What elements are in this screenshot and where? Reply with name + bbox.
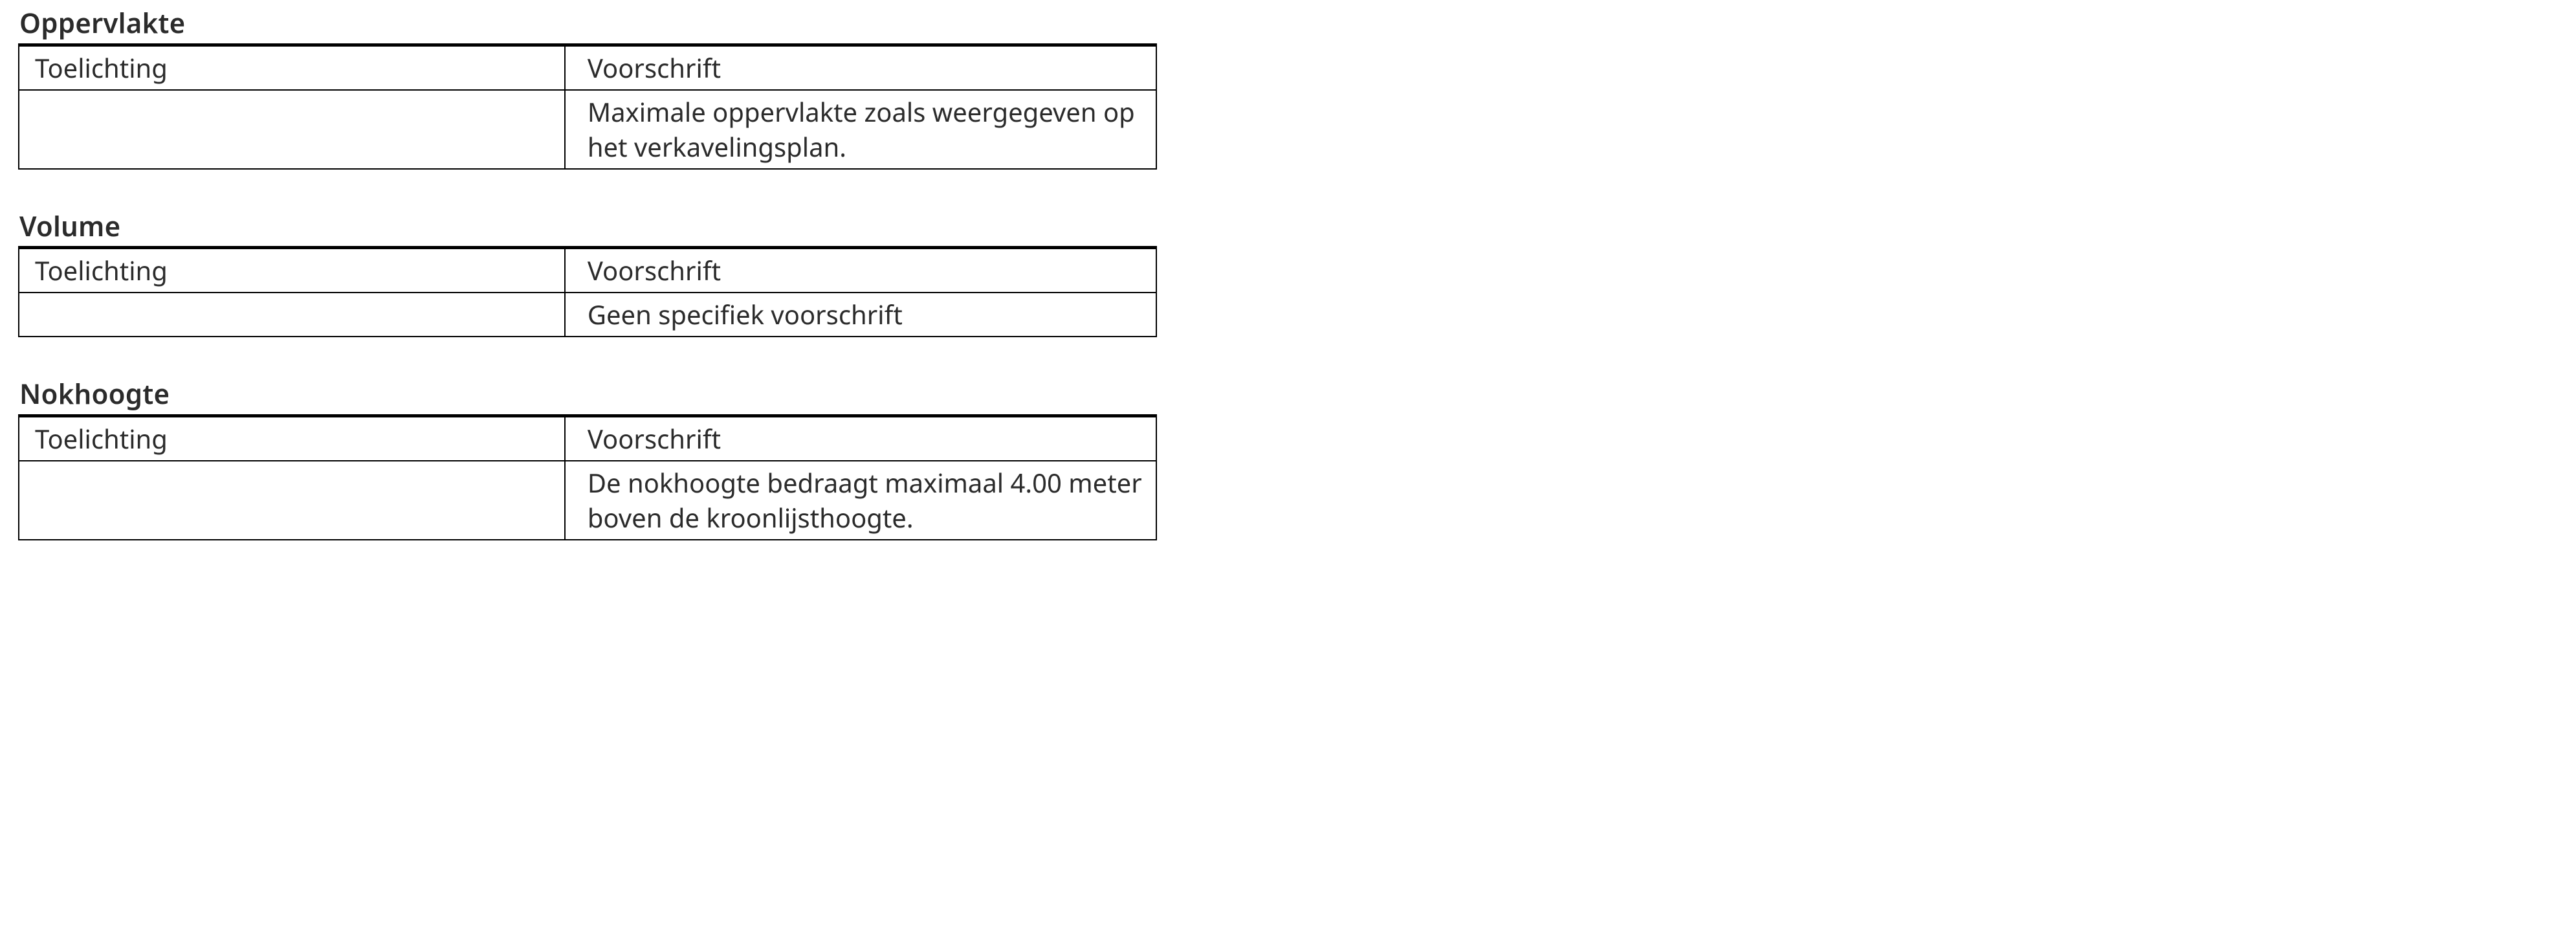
cell-voorschrift: De nokhoogte bedraagt maximaal 4.00 mete… <box>565 461 1156 540</box>
col-header-toelichting: Toelichting <box>19 248 565 293</box>
table-header-row: Toelichting Voorschrift <box>19 416 1156 461</box>
table-row: Maximale oppervlakte zoals weergegeven o… <box>19 90 1156 169</box>
table-header-row: Toelichting Voorschrift <box>19 248 1156 293</box>
cell-toelichting <box>19 90 565 169</box>
col-header-voorschrift: Voorschrift <box>565 416 1156 461</box>
section-volume: Volume Toelichting Voorschrift Geen spec… <box>18 208 1157 338</box>
col-header-voorschrift: Voorschrift <box>565 248 1156 293</box>
table-row: Geen specifiek voorschrift <box>19 293 1156 337</box>
col-header-toelichting: Toelichting <box>19 45 565 90</box>
rules-table: Toelichting Voorschrift Maximale oppervl… <box>18 43 1157 170</box>
table-header-row: Toelichting Voorschrift <box>19 45 1156 90</box>
section-nokhoogte: Nokhoogte Toelichting Voorschrift De nok… <box>18 376 1157 540</box>
rules-table: Toelichting Voorschrift Geen specifiek v… <box>18 246 1157 337</box>
cell-toelichting <box>19 461 565 540</box>
table-row: De nokhoogte bedraagt maximaal 4.00 mete… <box>19 461 1156 540</box>
section-heading: Volume <box>19 208 1157 245</box>
cell-toelichting <box>19 293 565 337</box>
section-oppervlakte: Oppervlakte Toelichting Voorschrift Maxi… <box>18 5 1157 170</box>
cell-voorschrift: Geen specifiek voorschrift <box>565 293 1156 337</box>
rules-table: Toelichting Voorschrift De nokhoogte bed… <box>18 414 1157 540</box>
section-heading: Nokhoogte <box>19 376 1157 413</box>
col-header-voorschrift: Voorschrift <box>565 45 1156 90</box>
cell-voorschrift: Maximale oppervlakte zoals weergegeven o… <box>565 90 1156 169</box>
col-header-toelichting: Toelichting <box>19 416 565 461</box>
section-heading: Oppervlakte <box>19 5 1157 42</box>
